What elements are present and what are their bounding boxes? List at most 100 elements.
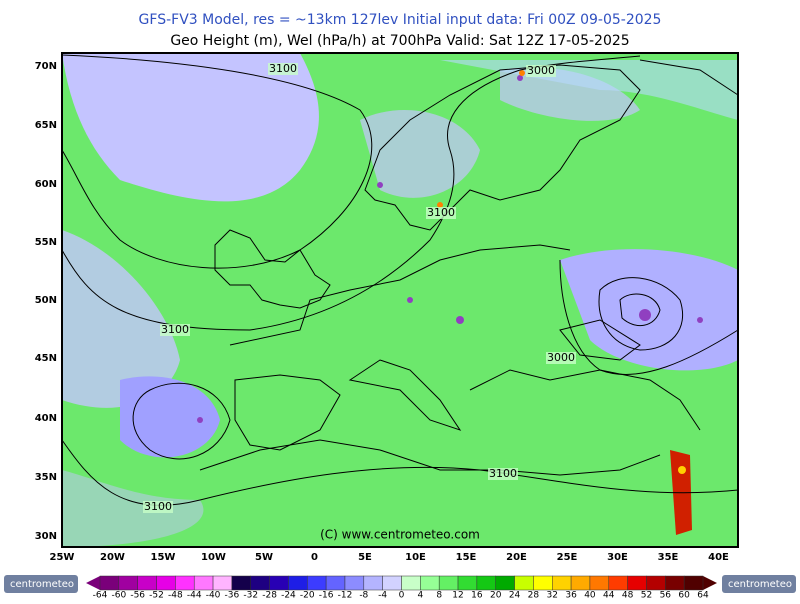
contour-label-bg (526, 65, 556, 77)
lat-label: 40N (35, 413, 57, 424)
contour-label-bg (426, 207, 456, 219)
colorbar-box (363, 575, 383, 591)
lon-label: 20W (100, 552, 125, 563)
colorbar-box (212, 575, 233, 591)
contour-label: 3100 (161, 323, 189, 336)
lon-label: 25W (50, 552, 75, 563)
colorbar-label: 16 (471, 591, 483, 601)
lat-label: 45N (35, 353, 57, 364)
lon-label: 35E (658, 552, 679, 563)
colorbar-label: 4 (417, 591, 423, 601)
lat-label: 65N (35, 120, 57, 131)
colorbar-box (269, 575, 289, 591)
colorbar-box (608, 575, 628, 591)
contour-label: 3000 (547, 351, 575, 364)
colorbar-label: -12 (338, 591, 353, 601)
colorbar-box (193, 575, 214, 591)
map-frame (61, 52, 739, 548)
colorbar-label: -40 (206, 591, 221, 601)
contour-label: 3100 (427, 206, 455, 219)
colorbar-label: -32 (243, 591, 258, 601)
colorbar-box (231, 575, 251, 591)
colorbar-label: 52 (641, 591, 652, 601)
lon-label: 15W (151, 552, 176, 563)
colorbar-label: -16 (319, 591, 334, 601)
colorbar-label: 64 (697, 591, 709, 601)
colorbar-box (570, 575, 591, 591)
colorbar-arrow-right (703, 576, 717, 590)
credit: (C) www.centrometeo.com (320, 528, 480, 542)
lon-label: 0 (311, 552, 318, 563)
logo-left: centrometeo (10, 579, 74, 590)
purple-spots (197, 75, 703, 423)
lat-label: 60N (35, 179, 57, 190)
colorbar-box (552, 575, 572, 591)
colorbar-label: 60 (678, 591, 690, 601)
lon-label: 40E (708, 552, 729, 563)
colorbar-box (156, 575, 176, 591)
colorbar-label: -24 (281, 591, 296, 601)
colorbar-box (495, 575, 515, 591)
colorbar-label: 40 (584, 591, 596, 601)
lat-label: 30N (35, 531, 57, 542)
contour-label: 3000 (527, 64, 555, 77)
lon-label: 20E (506, 552, 527, 563)
contours (61, 54, 739, 506)
colorbar-box (307, 575, 327, 591)
subtitle: Geo Height (m), Wel (hPa/h) at 700hPa Va… (170, 33, 629, 49)
lat-label: 55N (35, 237, 57, 248)
contour-label-bg (160, 324, 190, 336)
contour-label-bg (268, 63, 298, 75)
colorbar-box (589, 575, 610, 591)
colorbar-box (683, 575, 704, 591)
colorbar-label: -64 (93, 591, 108, 601)
colorbar-label: 44 (603, 591, 615, 601)
lat-label: 50N (35, 295, 57, 306)
logo-right-box (722, 575, 796, 593)
lavender-areas (62, 53, 738, 547)
colorbar-box (457, 575, 478, 591)
colorbar-label: -56 (130, 591, 145, 601)
colorbar-box (420, 575, 440, 591)
colorbar-arrow-left (86, 576, 100, 590)
colorbar-box (533, 575, 553, 591)
colorbar-box (99, 575, 120, 591)
colorbar-label: -36 (225, 591, 240, 601)
title: GFS-FV3 Model, res = ~13km 127lev Initia… (139, 12, 662, 28)
colorbar-label: -20 (300, 591, 315, 601)
lon-label: 10E (405, 552, 426, 563)
colorbar-label: 8 (436, 591, 442, 601)
colorbar-label: -48 (168, 591, 183, 601)
colorbar-label: -4 (378, 591, 387, 601)
colorbar-label: 12 (452, 591, 463, 601)
colorbar-box (514, 575, 534, 591)
colorbar-box (665, 575, 685, 591)
contour-label: 3100 (489, 467, 517, 480)
lon-label: 10W (201, 552, 226, 563)
contour-label-bg (143, 501, 173, 513)
colorbar-box (476, 575, 496, 591)
colorbar-box (382, 575, 402, 591)
colorbar-label: -52 (149, 591, 164, 601)
logo-left-box (4, 575, 78, 593)
colorbar-label: -8 (359, 591, 368, 601)
colorbar-box (325, 575, 346, 591)
colorbar: centrometeo centrometeo -64 -60 -56 -52 -48-… (0, 572, 800, 601)
colorbar-box (288, 575, 308, 591)
axis-labels: 70N 65N 60N 55N 50N 45N 40N 35N 30N 25W 20W 15W 10W 5… (35, 61, 729, 563)
colorbar-box (627, 575, 647, 591)
lat-label: 35N (35, 472, 57, 483)
colorbar-label: 0 (399, 591, 405, 601)
colorbar-label: -44 (187, 591, 202, 601)
lon-label: 5E (358, 552, 372, 563)
colorbar-box (438, 575, 459, 591)
colorbar-label: 48 (622, 591, 634, 601)
colorbar-box (401, 575, 421, 591)
contour-labels: 3100 3000 3100 3100 3000 3100 3100 (143, 62, 576, 513)
lon-label: 5W (255, 552, 273, 563)
colorbar-box (175, 575, 195, 591)
colorbar-label: 56 (660, 591, 672, 601)
colorbar-label: 36 (565, 591, 577, 601)
colorbar-box (646, 575, 666, 591)
